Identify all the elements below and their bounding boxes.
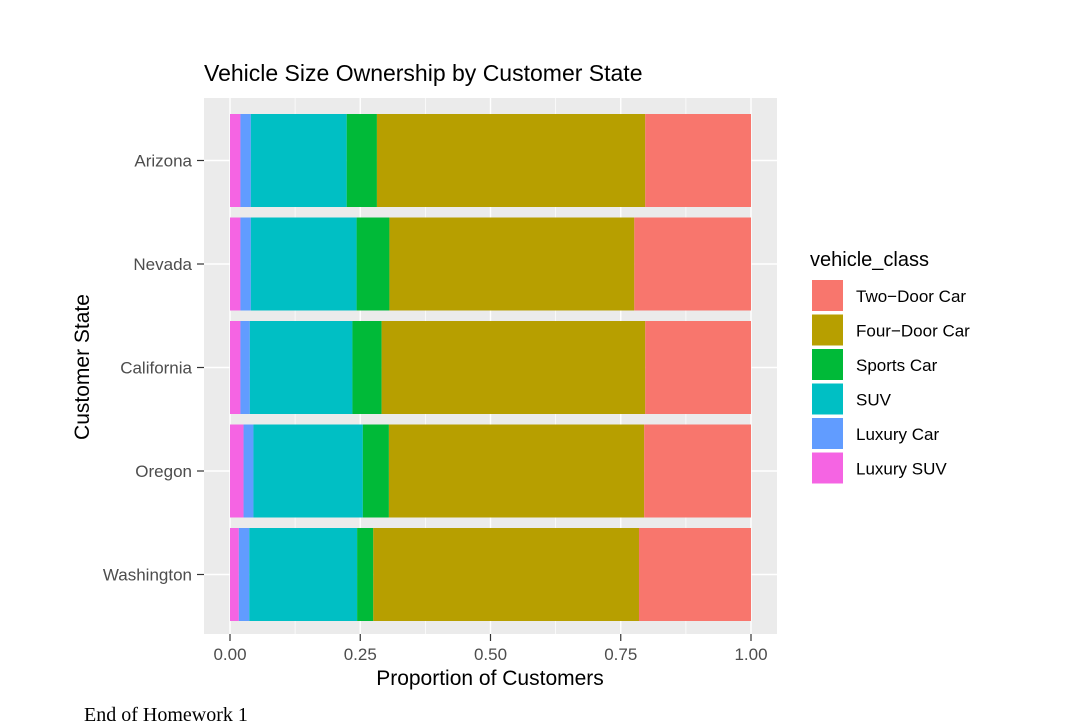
x-tick-label: 0.50 [474,645,507,664]
x-tick-label: 0.00 [213,645,246,664]
bar-segment [230,424,244,518]
y-tick-label: Oregon [135,462,192,481]
x-axis-title: Proportion of Customers [376,667,604,690]
bar-segment [230,114,241,207]
chart-title: Vehicle Size Ownership by Customer State [204,60,642,86]
bar-segment [634,217,751,311]
bars [230,114,751,621]
bar-segment [253,424,363,518]
legend-item: SUV [812,383,892,415]
y-tick-label: Washington [103,566,192,585]
bar-segment [357,528,374,621]
legend-item: Two−Door Car [812,280,966,311]
bar-segment [645,321,751,414]
y-tick-label: Nevada [133,255,192,274]
bar-segment [373,528,639,621]
bar-segment [238,528,250,621]
x-tick-label: 1.00 [734,645,767,664]
legend-label: Luxury Car [856,425,939,444]
legend-key [812,383,843,415]
bar-segment [243,424,254,518]
x-tick-label: 0.75 [604,645,637,664]
legend-item: Luxury SUV [812,452,947,484]
bar-segment [230,217,241,311]
bar-segment [638,528,751,621]
x-axis: 0.00 0.25 0.50 0.75 1.00 [213,634,768,664]
bar-segment [388,424,645,518]
y-tick-label: California [120,359,192,378]
bar-segment [356,217,390,311]
y-tick-label: Arizona [134,152,192,171]
bar-segment [376,114,646,207]
legend-key [812,280,843,311]
bar-segment [362,424,389,518]
legend-label: Two−Door Car [856,287,966,306]
bar-segment [240,114,251,207]
legend-label: Sports Car [856,356,938,375]
bar-segment [645,114,751,207]
legend-key [812,349,843,380]
bar-segment [644,424,751,518]
legend-item: Luxury Car [812,418,939,449]
legend-label: Four−Door Car [856,322,970,341]
bar-segment [249,321,353,414]
bar-segment [230,528,239,621]
legend-item: Four−Door Car [812,314,970,346]
y-axis-title: Customer State [71,294,94,440]
bar-segment [250,217,357,311]
x-tick-label: 0.25 [344,645,377,664]
bar-segment [249,528,358,621]
legend-key [812,418,843,449]
legend-label: SUV [856,391,892,410]
bar-segment [389,217,635,311]
legend: Two−Door Car Four−Door Car Sports Car SUV Lu… [812,280,970,484]
bar-segment [240,217,251,311]
bar-segment [250,114,347,207]
legend-key [812,314,843,346]
legend-label: Luxury SUV [856,460,947,479]
bar-segment [230,321,241,414]
legend-item: Sports Car [812,349,938,380]
bar-segment [381,321,646,414]
legend-key [812,452,843,484]
y-axis: Arizona Nevada California Oregon Washington [103,152,204,585]
bar-segment [240,321,250,414]
bar-segment [346,114,377,207]
bar-segment [352,321,382,414]
footer-text: End of Homework 1 [84,704,248,726]
legend-title: vehicle_class [810,249,929,271]
